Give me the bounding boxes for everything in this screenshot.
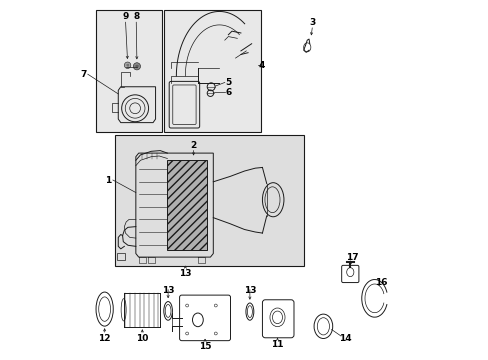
Text: 11: 11 xyxy=(271,341,283,350)
Text: 1: 1 xyxy=(105,176,111,185)
Text: 4: 4 xyxy=(258,61,264,70)
Text: 6: 6 xyxy=(225,88,231,97)
Text: 12: 12 xyxy=(98,334,111,343)
Text: 10: 10 xyxy=(136,334,148,343)
Text: 2: 2 xyxy=(190,141,196,150)
Text: 14: 14 xyxy=(338,334,350,343)
Text: 13: 13 xyxy=(243,285,256,294)
Text: 8: 8 xyxy=(133,12,139,21)
Ellipse shape xyxy=(133,63,140,70)
Bar xyxy=(167,160,206,250)
FancyBboxPatch shape xyxy=(96,10,162,132)
Text: 13: 13 xyxy=(162,285,174,294)
Text: 9: 9 xyxy=(122,12,128,21)
Text: 15: 15 xyxy=(199,342,211,351)
FancyBboxPatch shape xyxy=(115,135,303,266)
Text: 17: 17 xyxy=(345,253,358,262)
FancyBboxPatch shape xyxy=(163,10,260,132)
Text: 7: 7 xyxy=(80,70,86,79)
Ellipse shape xyxy=(124,62,131,68)
Text: 16: 16 xyxy=(374,278,387,287)
Text: 13: 13 xyxy=(179,269,191,278)
Text: 3: 3 xyxy=(309,18,315,27)
Bar xyxy=(117,253,125,260)
Text: 5: 5 xyxy=(225,78,231,87)
